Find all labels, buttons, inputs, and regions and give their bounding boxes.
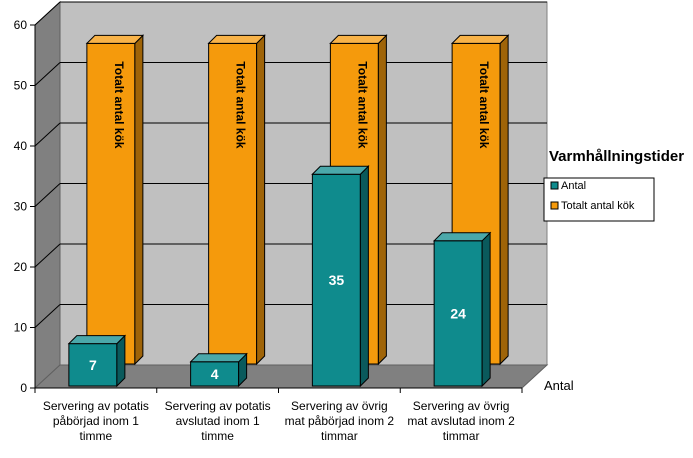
y-tick-label: 40	[14, 139, 28, 153]
bar-antal-face	[68, 343, 118, 387]
gridline	[34, 183, 61, 207]
x-tick-label: Servering av potatis påbörjad inom 1 timme	[43, 399, 149, 443]
bar-antal-side	[359, 165, 369, 388]
x-tick-label-line: Servering av potatis	[165, 399, 271, 413]
bar-totalt	[207, 34, 266, 366]
bar-totalt-face	[208, 42, 258, 365]
gridline	[34, 304, 61, 328]
y-tick-label: 0	[20, 381, 27, 395]
y-tick-label: 10	[14, 321, 28, 335]
legend-label: Totalt antal kök	[561, 200, 635, 212]
x-tick-label-line: mat avslutad inom 2	[407, 414, 515, 428]
bar-antal-top	[311, 165, 370, 175]
bar-totalt-top	[207, 34, 266, 44]
x-tick-label-line: timme	[201, 429, 234, 443]
x-tick-label-line: mat påbörjad inom 2	[285, 414, 395, 428]
legend-label: Antal	[561, 180, 586, 192]
x-tick-label-line: Servering av potatis	[43, 399, 149, 413]
legend-swatch	[550, 201, 559, 210]
y-tick-label: 50	[14, 79, 28, 93]
bar-antal-value-label: 35	[329, 272, 345, 288]
bar-antal-top	[189, 353, 248, 363]
bar-antal-top	[432, 232, 492, 242]
bar-antal-side	[481, 231, 491, 388]
y-tick-label: 60	[14, 18, 28, 32]
gridline	[34, 243, 61, 268]
bar-totalt-side	[377, 34, 387, 366]
bar-antal-top	[67, 335, 127, 345]
x-tick-label-line: timmar	[321, 429, 358, 443]
bar-totalt-side	[256, 34, 266, 366]
bar-totalt-face	[86, 42, 136, 365]
gridline	[34, 62, 61, 86]
bar-totalt-label: Totalt antal kök	[355, 61, 369, 148]
bar-antal	[432, 231, 492, 388]
bar-totalt-top	[329, 34, 388, 44]
x-tick-label: Servering av potatis avslutad inom 1 timme	[165, 399, 271, 443]
bar-totalt-label: Totalt antal kök	[477, 61, 491, 148]
x-tick-label-line: påbörjad inom 1	[53, 414, 139, 428]
bar-antal	[189, 352, 248, 388]
bar-totalt-top	[450, 34, 510, 44]
bar-antal	[311, 165, 370, 388]
bar-antal-value-label: 4	[211, 366, 219, 382]
bar-antal	[67, 334, 127, 388]
x-tick-label-line: Servering av övrig	[413, 399, 510, 413]
bar-antal-side	[116, 334, 126, 388]
bar-antal-face	[311, 173, 361, 387]
legend: Antal Totalt antal kök	[543, 177, 655, 222]
x-axis: Servering av potatis påbörjad inom 1 timme…	[34, 387, 523, 443]
y-axis: 0 10 20 30 40 50 60	[14, 18, 36, 395]
bars: Totalt antal kök 7 Totalt antal kök 4 Totalt…	[67, 34, 510, 388]
y-tick-label: 20	[14, 260, 28, 274]
legend-title: Varmhållningstider	[549, 148, 684, 165]
bar-totalt-side	[134, 34, 144, 366]
bar-totalt-side	[499, 34, 509, 366]
bar-antal-value-label: 7	[89, 357, 97, 373]
x-tick-label-line: Servering av övrig	[291, 399, 388, 413]
bar-totalt-top	[85, 34, 145, 44]
x-tick-label-line: timme	[80, 429, 113, 443]
y-tick-label: 30	[14, 200, 28, 214]
gridline	[34, 122, 61, 147]
bar-totalt-label: Totalt antal kök	[112, 61, 126, 148]
legend-box	[543, 177, 655, 222]
bar-antal-value-label: 24	[450, 305, 466, 321]
x-tick-label-line: avslutad inom 1	[176, 414, 260, 428]
legend-swatch	[550, 181, 559, 190]
x-tick-label-line: timmar	[443, 429, 480, 443]
bar-totalt-label: Totalt antal kök	[234, 61, 248, 148]
bar-antal-face	[433, 240, 483, 387]
gridline	[34, 1, 61, 26]
x-tick-label: Servering av övrig mat påbörjad inom 2 tim…	[285, 399, 395, 443]
depth-axis-label: Antal	[544, 378, 574, 393]
x-tick-label: Servering av övrig mat avslutad inom 2 tim…	[407, 399, 515, 443]
bar-totalt	[85, 34, 145, 366]
